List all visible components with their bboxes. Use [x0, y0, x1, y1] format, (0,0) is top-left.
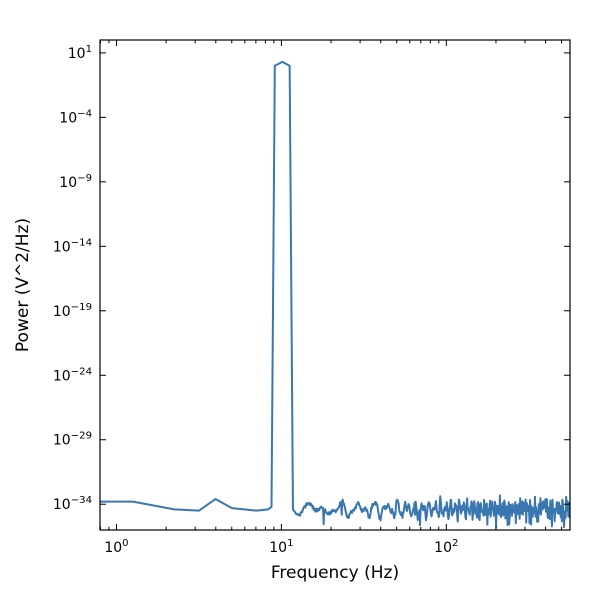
y-axis-label: Power (V^2/Hz) [13, 218, 33, 352]
power-spectrum-chart: 10010110210−3410−2910−2410−1910−1410−910… [0, 0, 600, 600]
x-axis-label: Frequency (Hz) [271, 563, 399, 583]
